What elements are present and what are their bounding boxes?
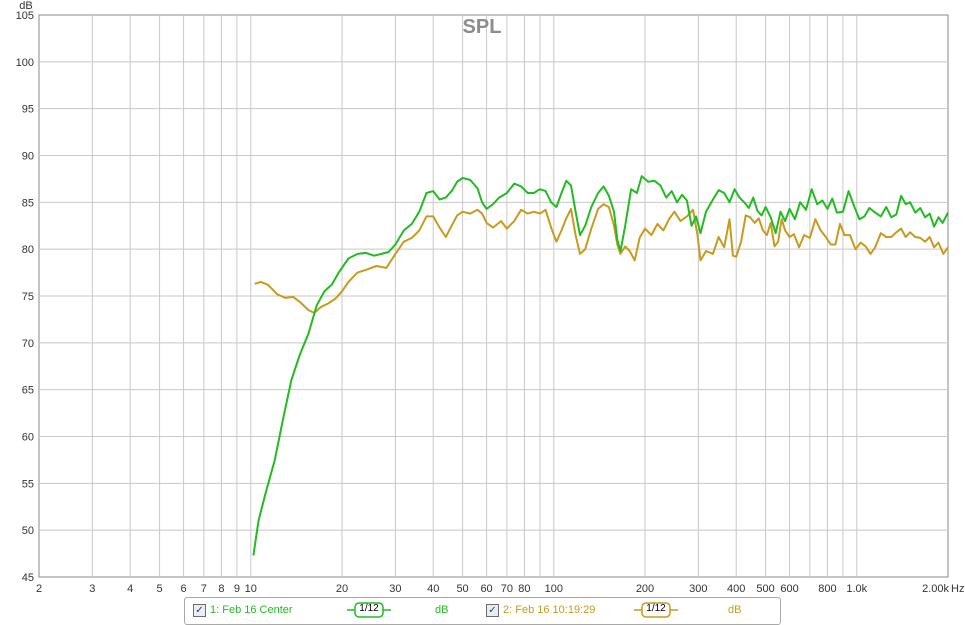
y-tick-label: 50 xyxy=(22,525,34,537)
x-tick-label: 30 xyxy=(389,583,401,595)
x-tick-label: 5 xyxy=(157,583,163,595)
x-tick-label: 600 xyxy=(780,583,798,595)
x-tick-label: 100 xyxy=(545,583,563,595)
y-tick-label: 60 xyxy=(22,432,34,444)
y-tick-label: 70 xyxy=(22,338,34,350)
smoothing-badge-icon[interactable] xyxy=(347,601,391,619)
x-tick-label: 2 xyxy=(36,583,42,595)
x-tick-label: 10 xyxy=(245,583,257,595)
series-2-unit: dB xyxy=(728,604,742,616)
y-tick-label: 105 xyxy=(16,10,34,22)
x-tick-label: 80 xyxy=(518,583,530,595)
x-tick-label: 400 xyxy=(727,583,745,595)
y-tick-label: 75 xyxy=(22,291,34,303)
series-line xyxy=(254,203,949,314)
y-tick-label: 55 xyxy=(22,478,34,490)
smoothing-badge-icon[interactable] xyxy=(634,601,678,619)
x-tick-label: 800 xyxy=(818,583,836,595)
y-tick-label: 90 xyxy=(22,151,34,163)
x-tick-label: 3 xyxy=(89,583,95,595)
x-tick-label: 40 xyxy=(427,583,439,595)
x-tick-label: 6 xyxy=(181,583,187,595)
x-tick-label: 1.0k xyxy=(846,583,867,595)
y-tick-label: 65 xyxy=(22,385,34,397)
x-tick-label: 20 xyxy=(336,583,348,595)
checkbox-series-2[interactable]: ✓ xyxy=(486,604,499,617)
legend: ✓ 1: Feb 16 Center 1/12 dB ✓ 2: Feb 16 1… xyxy=(184,597,781,625)
series-2-smoothing: 1/12 xyxy=(646,603,666,614)
y-tick-label: 100 xyxy=(16,57,34,69)
series-1-smoothing: 1/12 xyxy=(359,603,379,614)
x-tick-label: 500 xyxy=(756,583,774,595)
x-tick-label: 7 xyxy=(201,583,207,595)
x-tick-label: 9 xyxy=(234,583,240,595)
x-tick-label: 4 xyxy=(127,583,133,595)
x-tick-label: 300 xyxy=(689,583,707,595)
series-line xyxy=(252,175,949,556)
x-tick-label: 70 xyxy=(501,583,513,595)
y-tick-label: 45 xyxy=(22,572,34,584)
chart-title: SPL xyxy=(463,16,502,38)
y-axis-unit: dB xyxy=(19,0,32,12)
series-layer xyxy=(252,175,949,556)
y-tick-label: 80 xyxy=(22,244,34,256)
x-axis-unit: Hz xyxy=(951,583,964,595)
x-tick-label: 60 xyxy=(480,583,492,595)
x-tick-labels: 2 3 4 5 6 7 8 9 10 20 30 40 50 60 70 80 100 200 300 400 500 6… xyxy=(36,583,950,595)
y-tick-labels: 45 50 55 60 65 70 75 80 85 90 95 100 105 xyxy=(16,10,34,584)
series-2-name: 2: Feb 16 10:19:29 xyxy=(503,604,596,616)
x-tick-label: 8 xyxy=(218,583,224,595)
y-tick-label: 85 xyxy=(22,197,34,209)
series-1-name: 1: Feb 16 Center xyxy=(210,604,293,616)
x-tick-label: 50 xyxy=(456,583,468,595)
series-1-unit: dB xyxy=(435,604,449,616)
y-tick-label: 95 xyxy=(22,104,34,116)
x-tick-label: 200 xyxy=(636,583,654,595)
x-tick-label: 2.00k xyxy=(922,583,949,595)
checkbox-series-1[interactable]: ✓ xyxy=(193,604,206,617)
